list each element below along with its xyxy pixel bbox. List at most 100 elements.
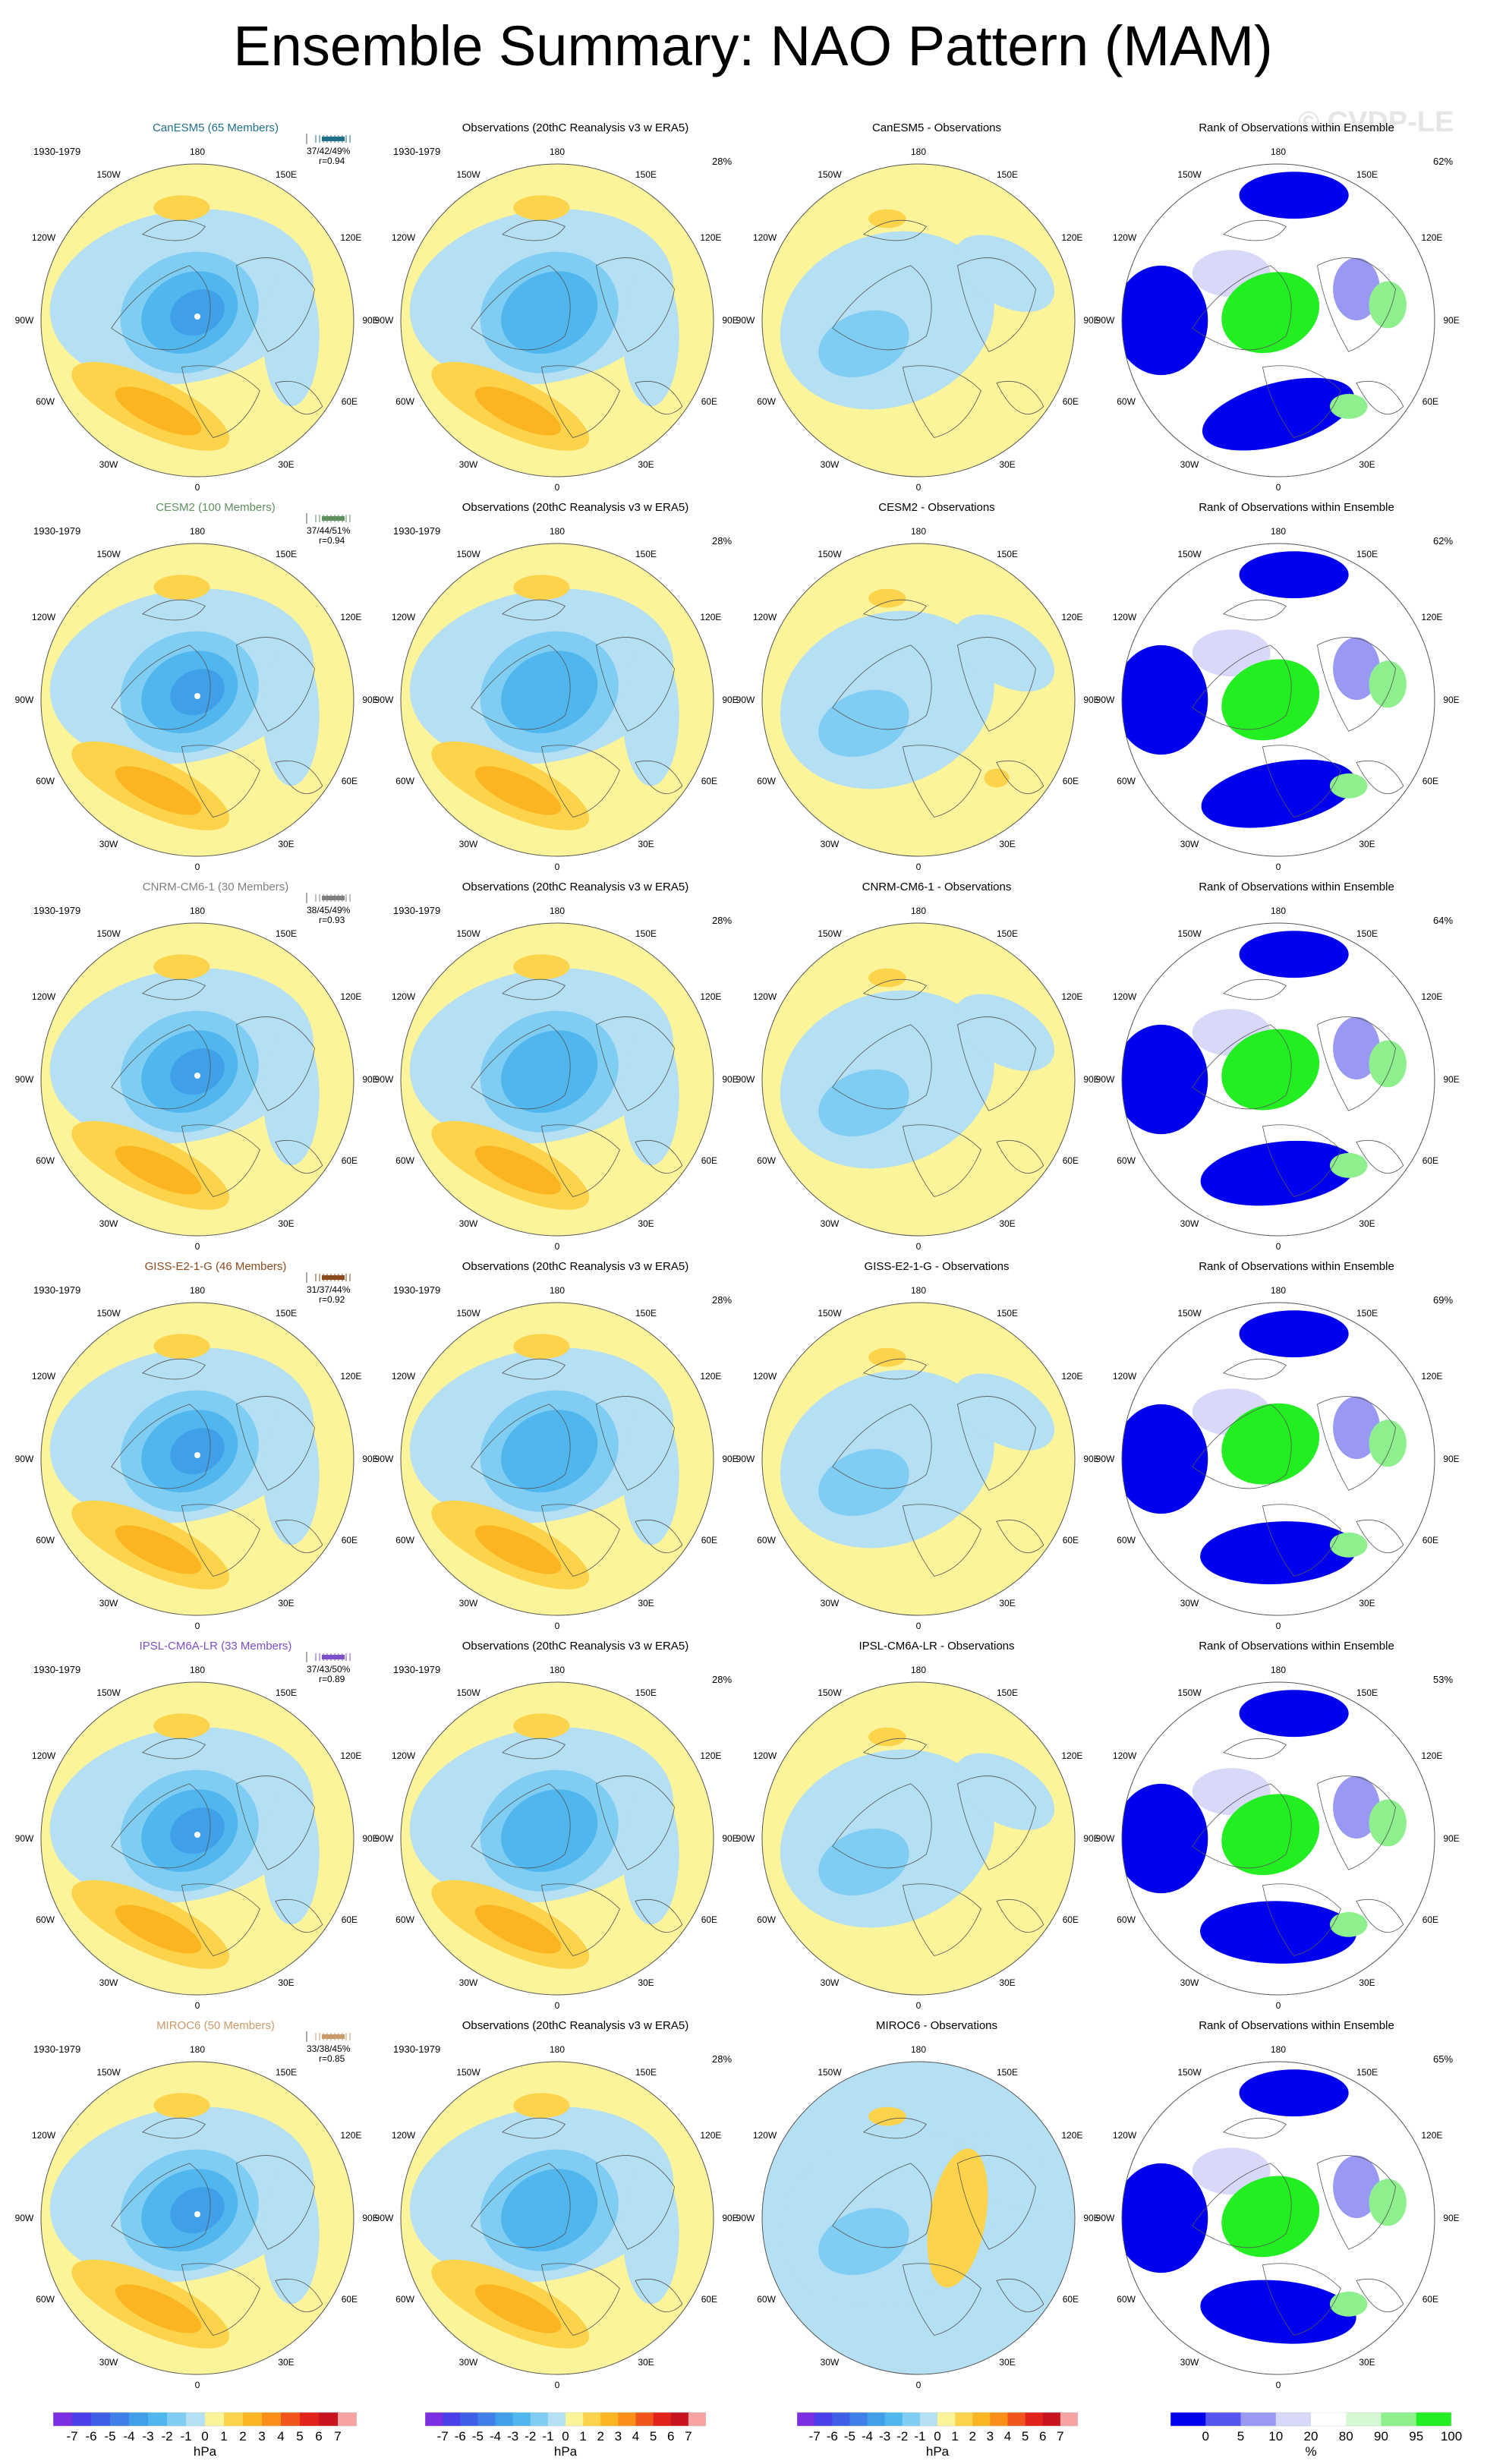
longitude-label: 90E: [1443, 2213, 1459, 2223]
longitude-label: 90E: [1443, 315, 1459, 326]
longitude-label: 30E: [638, 1977, 654, 1988]
pole-marker: [194, 1452, 200, 1458]
colorbar-tick-label: 1: [220, 2429, 227, 2444]
longitude-label: 90W: [1096, 1454, 1115, 1464]
colorbar-tick-label: 5: [650, 2429, 657, 2444]
longitude-label: 150W: [1177, 928, 1201, 939]
map-fill: [395, 923, 714, 1236]
colorbar-tick-label: 1: [579, 2429, 586, 2444]
positive-anomaly: [153, 195, 210, 220]
longitude-label: 180: [190, 906, 205, 916]
colorbar-swatch: [688, 2412, 706, 2426]
longitude-label: 30W: [459, 1218, 478, 1229]
longitude-label: 90W: [736, 1454, 755, 1464]
longitude-label: 180: [190, 526, 205, 537]
longitude-label: 120E: [1061, 232, 1082, 243]
colorbar-swatch: [224, 2412, 244, 2426]
colorbar-swatch: [903, 2412, 921, 2426]
colorbar-tick-label: 10: [1268, 2429, 1283, 2444]
longitude-label: 150W: [1177, 1308, 1201, 1319]
longitude-label: 120E: [1421, 2130, 1442, 2141]
negative-anomaly: [623, 1784, 679, 1924]
longitude-label: 120E: [700, 232, 721, 243]
negative-anomaly: [623, 1404, 679, 1545]
longitude-label: 0: [555, 2380, 560, 2390]
rank-high: [1330, 774, 1367, 799]
longitude-label: 0: [916, 1621, 922, 1631]
longitude-label: 150W: [456, 928, 480, 939]
longitude-label: 60E: [701, 1155, 717, 1166]
longitude-label: 60E: [1063, 2294, 1079, 2305]
colorbar-swatch: [1346, 2412, 1382, 2426]
polar-map: [393, 1640, 758, 2019]
colorbar-tick-label: -5: [844, 2429, 855, 2444]
longitude-label: 150E: [276, 2067, 297, 2078]
colorbar-swatch: [1170, 2412, 1206, 2426]
colorbar-swatch: [920, 2412, 938, 2426]
rank-high: [1369, 2179, 1406, 2226]
longitude-label: 150W: [818, 1308, 841, 1319]
colorbar-swatch: [262, 2412, 282, 2426]
negative-anomaly: [623, 266, 679, 406]
longitude-label: 120W: [32, 612, 55, 622]
colorbar-swatch: [972, 2412, 991, 2426]
negative-anomaly: [263, 266, 320, 406]
longitude-label: 0: [1276, 1241, 1281, 1252]
colorbar-tick-label: -1: [914, 2429, 925, 2444]
colorbar-swatch: [72, 2412, 92, 2426]
map-fill: [755, 2062, 1075, 2374]
longitude-label: 90W: [736, 1074, 755, 1085]
longitude-label: 60E: [701, 776, 717, 786]
longitude-label: 150E: [276, 928, 297, 939]
map-fill: [1114, 923, 1435, 1236]
longitude-label: 60E: [1063, 1535, 1079, 1546]
longitude-label: 30E: [638, 2357, 654, 2368]
longitude-label: 180: [550, 1285, 565, 1296]
colorbar-swatch: [1416, 2412, 1451, 2426]
polar-map: [393, 881, 758, 1260]
colorbar-swatch: [671, 2412, 689, 2426]
longitude-label: 120E: [340, 232, 361, 243]
colorbar-tick-label: 4: [632, 2429, 639, 2444]
colorbar-swatch: [148, 2412, 168, 2426]
longitude-label: 120W: [392, 991, 415, 1002]
longitude-label: 30E: [1359, 1218, 1375, 1229]
polar-map: [755, 1260, 1119, 1640]
longitude-label: 60W: [395, 1535, 414, 1546]
longitude-label: 150W: [1177, 169, 1201, 180]
longitude-label: 180: [911, 2044, 926, 2055]
colorbar-tick-label: 6: [1039, 2429, 1046, 2444]
longitude-label: 60W: [1117, 1155, 1136, 1166]
panel-r2-c0: CNRM-CM6-1 (30 Members) 1930-1979 38/45/49…: [33, 881, 398, 1260]
negative-anomaly: [263, 1404, 320, 1545]
longitude-label: 150E: [635, 1308, 657, 1319]
longitude-label: 120W: [32, 1371, 55, 1382]
colorbar-swatch: [1382, 2412, 1417, 2426]
longitude-label: 30W: [1180, 1598, 1199, 1609]
colorbar-swatch: [513, 2412, 531, 2426]
longitude-label: 180: [1271, 147, 1286, 157]
longitude-label: 90E: [1443, 1074, 1459, 1085]
rank-high: [1330, 1533, 1367, 1558]
longitude-label: 150E: [1356, 549, 1378, 559]
colorbar-swatch: [797, 2412, 815, 2426]
longitude-label: 90W: [375, 315, 394, 326]
panel-r5-c3: Rank of Observations within Ensemble 65% 1…: [1114, 2019, 1479, 2399]
colorbar-tick-label: 7: [685, 2429, 692, 2444]
rank-low: [1114, 1404, 1208, 1514]
map-fill: [755, 164, 1075, 477]
longitude-label: 30E: [999, 2357, 1015, 2368]
colorbar-swatch: [460, 2412, 478, 2426]
negative-anomaly: [263, 645, 320, 786]
longitude-label: 60W: [757, 776, 776, 786]
colorbar-tick-label: 7: [1057, 2429, 1063, 2444]
rank-high: [1369, 1420, 1406, 1467]
positive-anomaly: [985, 769, 1010, 788]
longitude-label: 90W: [15, 1454, 34, 1464]
longitude-label: 150W: [456, 1687, 480, 1698]
longitude-label: 60E: [701, 1914, 717, 1925]
longitude-label: 30E: [1359, 839, 1375, 849]
longitude-label: 60W: [395, 776, 414, 786]
positive-anomaly: [153, 575, 210, 600]
longitude-label: 120E: [1061, 1371, 1082, 1382]
